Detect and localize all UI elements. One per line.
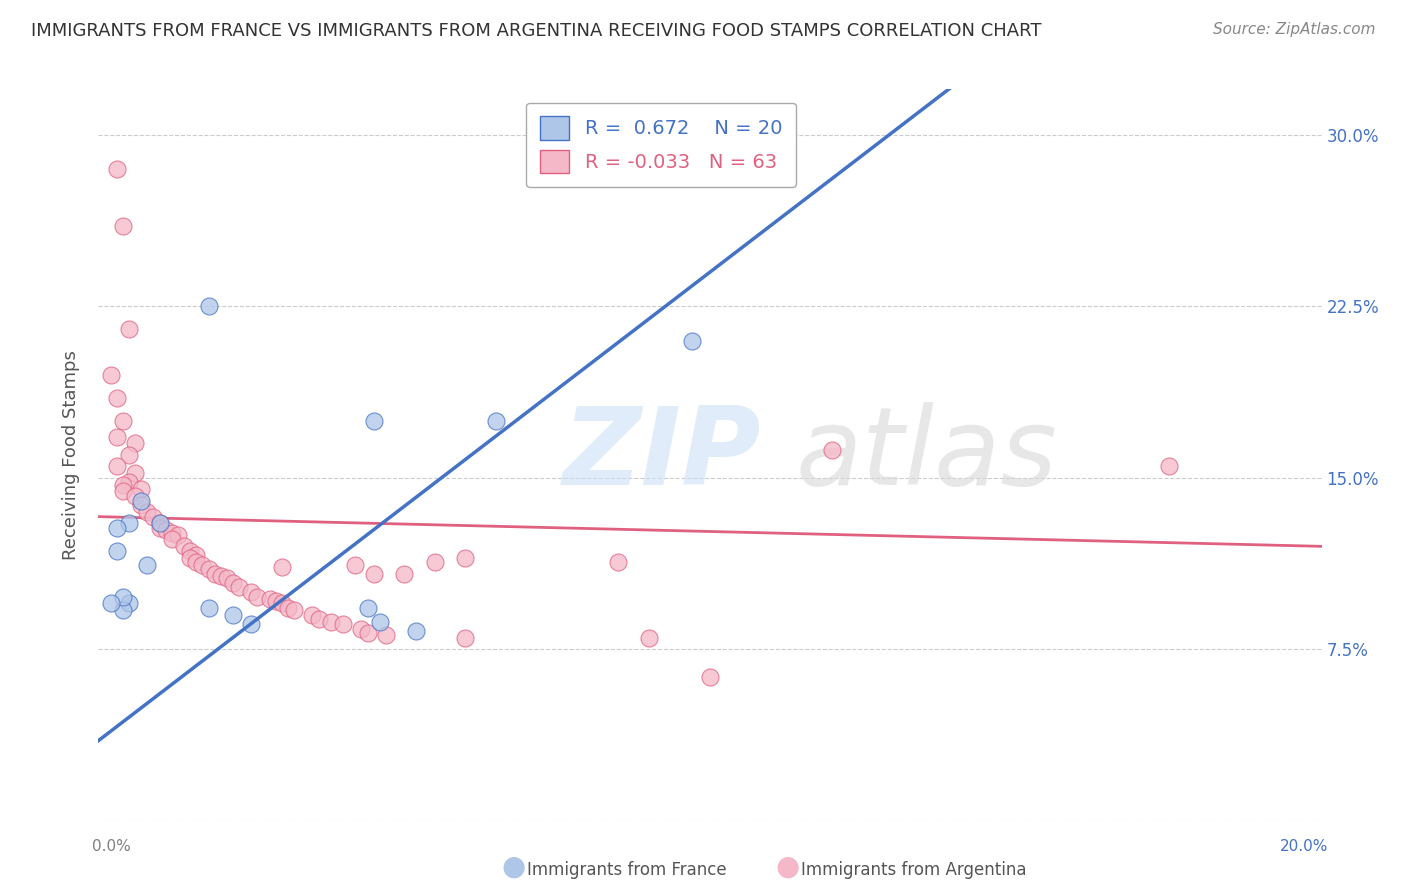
Point [363, 414, 385, 428]
Point [100, 368, 122, 382]
Point [136, 558, 159, 572]
Point [222, 576, 245, 591]
Text: atlas: atlas [796, 402, 1057, 508]
Point [160, 525, 183, 540]
Text: Source: ZipAtlas.com: Source: ZipAtlas.com [1212, 22, 1375, 37]
Point [179, 544, 201, 558]
Point [344, 558, 367, 572]
Point [332, 617, 354, 632]
Point [681, 334, 703, 348]
Point [160, 533, 183, 547]
Point [129, 498, 152, 512]
Point [105, 544, 128, 558]
Point [197, 601, 219, 615]
Point [149, 521, 172, 535]
Point [186, 549, 208, 563]
Point [124, 436, 146, 450]
Point [100, 597, 122, 611]
Point [423, 555, 446, 569]
Point [105, 430, 128, 444]
Point [118, 322, 141, 336]
Point [124, 467, 146, 481]
Point [301, 607, 323, 622]
Point [186, 555, 208, 569]
Point [405, 624, 427, 638]
Point [270, 560, 292, 574]
Y-axis label: Receiving Food Stamps: Receiving Food Stamps [62, 350, 80, 560]
Point [240, 585, 263, 599]
Point [197, 299, 219, 313]
Point [356, 626, 378, 640]
Point [118, 475, 141, 490]
Legend: R =  0.672    N = 20, R = -0.033   N = 63: R = 0.672 N = 20, R = -0.033 N = 63 [526, 103, 796, 187]
Point [283, 603, 305, 617]
Point [699, 670, 721, 684]
Point [485, 414, 508, 428]
Point [105, 391, 128, 405]
Point [118, 597, 141, 611]
Text: IMMIGRANTS FROM FRANCE VS IMMIGRANTS FROM ARGENTINA RECEIVING FOOD STAMPS CORREL: IMMIGRANTS FROM FRANCE VS IMMIGRANTS FRO… [31, 22, 1042, 40]
Text: Immigrants from Argentina: Immigrants from Argentina [801, 861, 1026, 879]
Point [356, 601, 378, 615]
Point [270, 597, 292, 611]
Text: 0.0%: 0.0% [93, 838, 131, 854]
Point [105, 162, 128, 177]
Point [179, 550, 201, 565]
Point [149, 516, 172, 531]
Point [259, 591, 281, 606]
Point [637, 631, 661, 645]
Point [308, 613, 330, 627]
Point [1157, 459, 1180, 474]
Point [277, 601, 299, 615]
Point [197, 562, 219, 576]
Text: ●: ● [501, 853, 526, 881]
Text: ZIP: ZIP [564, 402, 762, 508]
Point [374, 628, 396, 642]
Point [167, 528, 190, 542]
Point [111, 219, 134, 234]
Point [215, 571, 238, 585]
Point [111, 590, 134, 604]
Point [240, 617, 263, 632]
Point [368, 615, 391, 629]
Point [191, 558, 214, 572]
Point [129, 493, 152, 508]
Point [821, 443, 844, 458]
Point [111, 477, 134, 491]
Point [228, 581, 250, 595]
Text: 20.0%: 20.0% [1279, 838, 1327, 854]
Point [319, 615, 342, 629]
Point [454, 550, 477, 565]
Point [118, 516, 141, 531]
Point [264, 594, 287, 608]
Point [136, 505, 159, 519]
Point [173, 539, 195, 553]
Point [392, 566, 416, 581]
Point [105, 521, 128, 535]
Point [111, 603, 134, 617]
Point [111, 484, 134, 499]
Point [149, 516, 172, 531]
Point [105, 459, 128, 474]
Text: ●: ● [775, 853, 800, 881]
Point [204, 566, 226, 581]
Point [118, 448, 141, 462]
Point [155, 524, 177, 538]
Point [350, 622, 373, 636]
Point [129, 482, 152, 496]
Point [111, 414, 134, 428]
Point [209, 569, 232, 583]
Point [142, 509, 165, 524]
Point [607, 555, 630, 569]
Point [222, 607, 245, 622]
Point [246, 590, 269, 604]
Point [363, 566, 385, 581]
Point [124, 489, 146, 503]
Point [454, 631, 477, 645]
Text: Immigrants from France: Immigrants from France [527, 861, 727, 879]
